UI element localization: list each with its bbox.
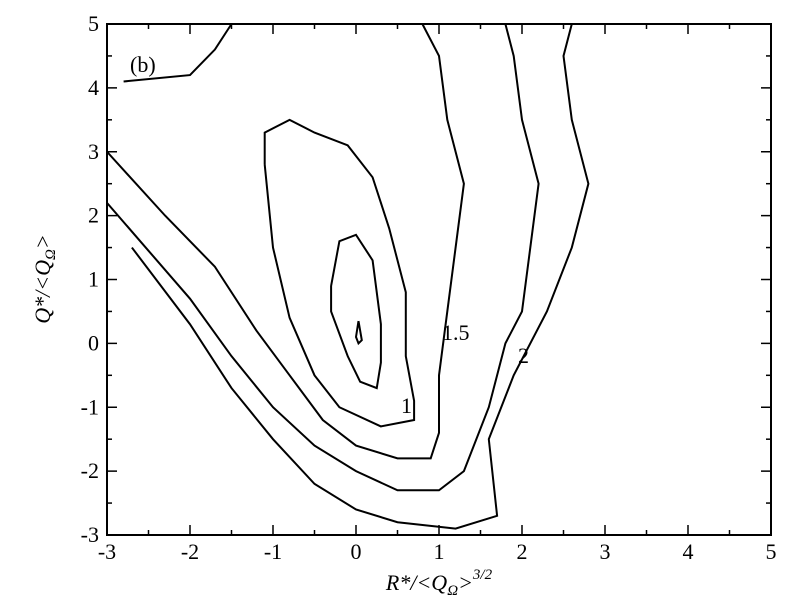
x-tick-label: -3 bbox=[98, 539, 116, 564]
y-tick-label: 2 bbox=[88, 203, 99, 228]
contour-line bbox=[131, 23, 590, 530]
panel-label: (b) bbox=[130, 52, 156, 77]
x-tick-label: 0 bbox=[351, 539, 362, 564]
x-axis-label-part: Ω bbox=[447, 583, 458, 599]
x-tick-label: 1 bbox=[434, 539, 445, 564]
contour-line bbox=[106, 23, 540, 492]
x-axis-label: R*/<QΩ>3/2 bbox=[385, 567, 493, 599]
y-tick-label: 0 bbox=[88, 330, 99, 355]
x-tick-label: 3 bbox=[600, 539, 611, 564]
x-tick-label: 4 bbox=[683, 539, 694, 564]
contour-line bbox=[354, 320, 363, 346]
y-axis-label-part: > bbox=[30, 234, 55, 249]
y-axis-label: Q*/<QΩ> bbox=[30, 234, 59, 323]
y-tick-label: 3 bbox=[88, 139, 99, 164]
contour-line bbox=[263, 118, 416, 428]
y-tick-label: -1 bbox=[81, 394, 99, 419]
y-tick-label: 5 bbox=[88, 11, 99, 36]
y-axis-label-part: Ω bbox=[43, 249, 59, 260]
x-axis-label-part: 3/2 bbox=[472, 567, 493, 583]
x-axis-label-part: > bbox=[458, 570, 473, 595]
y-axis-label-part: Q*/<Q bbox=[30, 260, 55, 324]
y-tick-label: -2 bbox=[81, 458, 99, 483]
plot-frame bbox=[106, 23, 772, 536]
y-tick-label: 1 bbox=[88, 267, 99, 292]
y-tick-label: 4 bbox=[88, 75, 99, 100]
contour-line bbox=[106, 23, 465, 460]
contour-label: 1 bbox=[401, 393, 412, 418]
x-tick-label: -2 bbox=[181, 539, 199, 564]
x-tick-label: -1 bbox=[264, 539, 282, 564]
contour-line bbox=[330, 233, 382, 390]
y-tick-label: -3 bbox=[81, 522, 99, 547]
x-tick-label: 5 bbox=[766, 539, 777, 564]
x-tick-label: 2 bbox=[517, 539, 528, 564]
x-axis-label-part: R*/<Q bbox=[385, 570, 447, 595]
